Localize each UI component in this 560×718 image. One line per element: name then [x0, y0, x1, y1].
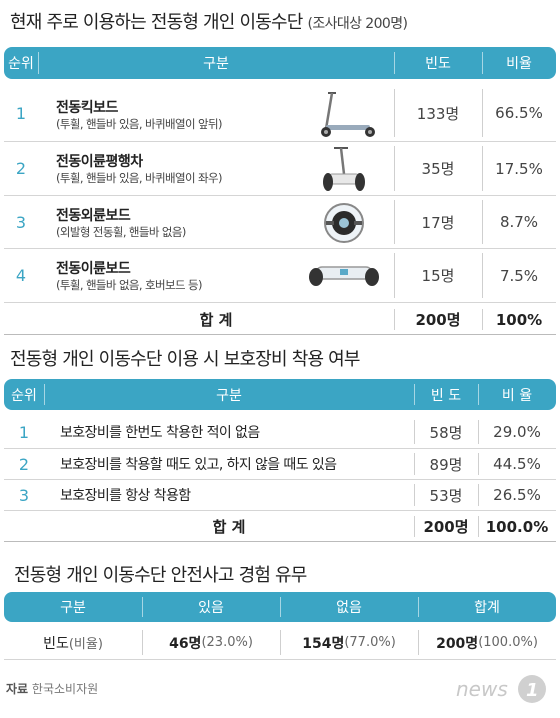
total-ratio: 100.0% — [485, 517, 549, 536]
device-desc: (투휠, 핸들바 없음, 호버보드 등) — [56, 278, 202, 292]
total-ratio: 100% — [495, 310, 543, 329]
freq-value: 15명 — [421, 267, 455, 285]
total-freq: 200명 — [423, 518, 469, 536]
table-row: 빈도 (비율) 46명 (23.0%) 154명 (77.0%) 200명 (100.0… — [4, 626, 556, 660]
total-freq: 200명 — [415, 311, 461, 329]
ratio-value: 29.0% — [493, 423, 541, 441]
ratio-value: 7.5% — [499, 266, 539, 285]
device-desc: (외발형 전동휠, 핸들바 없음) — [56, 225, 186, 239]
header-no: 없음 — [336, 600, 362, 616]
rank-number: 3 — [15, 212, 27, 232]
section1-total-row: 합 계 200명 100% — [4, 305, 556, 335]
section1-subtitle: (조사대상 200명) — [307, 16, 408, 32]
device-name: 전동이륜평행차 — [56, 154, 143, 170]
header-rank: 순위 — [8, 56, 34, 72]
rank-number: 1 — [18, 422, 30, 442]
table-row: 3 보호장비를 항상 착용함 53명 26.5% — [4, 480, 556, 511]
section2-title: 전동형 개인 이동수단 이용 시 보호장비 착용 여부 — [10, 349, 360, 370]
ratio-value: 8.7% — [499, 213, 539, 231]
device-desc: (투휠, 핸들바 있음, 바퀴배열이 좌우) — [56, 171, 222, 185]
kickboard-icon — [321, 92, 375, 137]
rank-number: 4 — [15, 266, 27, 285]
source-note: 자료 한국소비자원 — [6, 682, 99, 696]
device-desc: (투휠, 핸들바 있음, 바퀴배열이 앞뒤) — [56, 117, 222, 131]
rank-number: 3 — [18, 485, 30, 505]
header-ratio: 비 율 — [501, 387, 533, 404]
ratio-value: 17.5% — [495, 159, 543, 178]
rank-number: 2 — [18, 454, 30, 474]
no-value: 154명 (77.0%) — [302, 635, 396, 652]
freq-value: 35명 — [421, 160, 455, 178]
section2-total-row: 합 계 200명 100.0% — [4, 512, 556, 542]
device-name: 전동킥보드 — [56, 100, 118, 116]
header-freq: 빈 도 — [430, 387, 462, 404]
ratio-value: 26.5% — [493, 486, 541, 504]
header-ratio: 비율 — [506, 56, 532, 72]
header-total: 합계 — [474, 600, 500, 616]
table-row: 1 보호장비를 한번도 착용한 적이 없음 58명 29.0% — [4, 416, 556, 449]
section1-header: 순위 구분 빈도 비율 — [4, 47, 556, 79]
unicycle-icon — [324, 203, 364, 243]
device-name: 전동이륜보드 — [56, 261, 131, 277]
section3-header: 구분 있음 없음 합계 — [4, 592, 556, 622]
total-label: 합 계 — [212, 518, 246, 536]
table-row: 2 보호장비를 착용할 때도 있고, 하지 않을 때도 있음 89명 44.5% — [4, 449, 556, 480]
rank-number: 2 — [15, 159, 27, 178]
table-row: 3 전동외륜보드 (외발형 전동휠, 핸들바 없음) 17명 8.7% — [4, 196, 556, 249]
svg-text:1: 1 — [526, 680, 539, 701]
section2-header: 순위 구분 빈 도 비 율 — [4, 379, 556, 410]
row-label: 보호장비를 한번도 착용한 적이 없음 — [60, 425, 260, 441]
row-label: 보호장비를 착용할 때도 있고, 하지 않을 때도 있음 — [60, 457, 337, 473]
hoverboard-icon — [309, 266, 379, 286]
table-row: 2 전동이륜평행차 (투휠, 핸들바 있음, 바퀴배열이 좌우) 35명 17.… — [4, 142, 556, 196]
freq-value: 53명 — [429, 486, 463, 505]
section1-title: 현재 주로 이용하는 전동형 개인 이동수단 (조사대상 200명) — [10, 12, 408, 33]
table-row: 4 전동이륜보드 (투휠, 핸들바 없음, 호버보드 등) 15명 7.5% — [4, 249, 556, 303]
header-yes: 있음 — [198, 600, 224, 616]
freq-value: 133명 — [416, 104, 460, 123]
total-label: 합 계 — [199, 311, 233, 329]
header-category: 구분 — [203, 56, 229, 72]
total-value: 200명 (100.0%) — [436, 635, 538, 652]
ratio-value: 66.5% — [495, 104, 543, 122]
row-label: 보호장비를 항상 착용함 — [60, 488, 191, 504]
table-row: 1 전동킥보드 (투휠, 핸들바 있음, 바퀴배열이 앞뒤) 133명 66.5… — [4, 85, 556, 142]
svg-text:news: news — [456, 677, 508, 701]
segway-icon — [323, 147, 365, 191]
ratio-value: 44.5% — [493, 455, 541, 473]
header-rank: 순위 — [11, 387, 37, 404]
header-category: 구분 — [60, 600, 86, 616]
freq-value: 58명 — [429, 423, 463, 442]
header-freq: 빈도 — [425, 56, 451, 72]
section3-title: 전동형 개인 이동수단 안전사고 경험 유무 — [14, 565, 307, 586]
rank-number: 1 — [15, 103, 27, 123]
freq-value: 89명 — [429, 455, 463, 474]
header-category: 구분 — [216, 387, 242, 404]
freq-value: 17명 — [421, 213, 455, 232]
yes-value: 46명 (23.0%) — [169, 635, 253, 652]
row-label: 빈도 (비율) — [43, 635, 103, 653]
news1-logo: news 1 — [456, 675, 546, 703]
device-name: 전동외륜보드 — [56, 208, 131, 224]
